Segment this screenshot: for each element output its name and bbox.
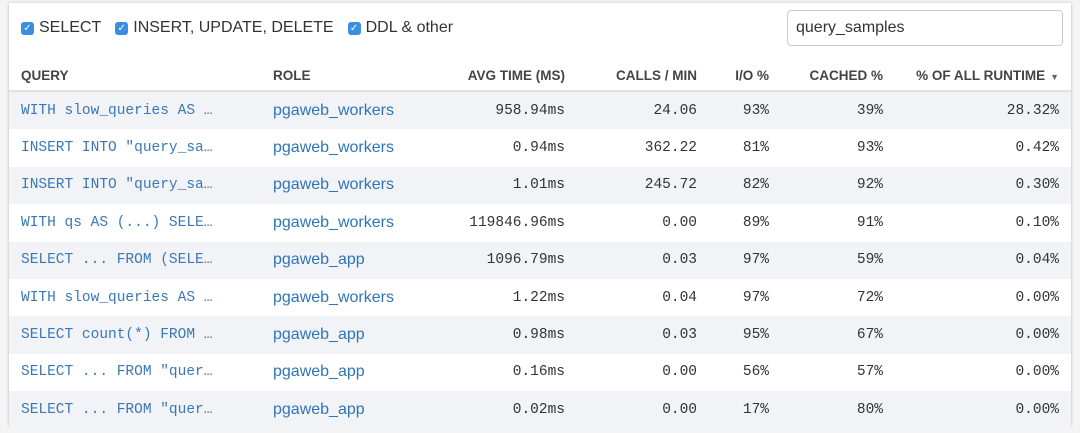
column-header-avg-time[interactable]: AVG TIME (MS) (423, 61, 565, 92)
query-link[interactable]: WITH qs AS (...) SELE… (21, 214, 213, 231)
role-link[interactable]: pgaweb_app (273, 363, 365, 381)
cached-cell: 59% (856, 252, 883, 269)
filter-label: SELECT (39, 19, 102, 36)
avg-time-cell: 0.94ms (512, 140, 565, 157)
query-link[interactable]: WITH slow_queries AS … (21, 102, 213, 119)
table-row: SELECT ... FROM "quer… pgaweb_app 0.02ms… (9, 391, 1071, 429)
calls-per-min-cell: 0.03 (662, 327, 697, 344)
io-cell: 89% (742, 214, 769, 231)
role-link[interactable]: pgaweb_app (273, 326, 365, 344)
runtime-cell: 0.04% (1015, 252, 1059, 269)
column-header-runtime-label: % OF ALL RUNTIME (916, 68, 1046, 83)
io-cell: 17% (742, 401, 769, 418)
table-row: WITH slow_queries AS … pgaweb_workers 1.… (9, 279, 1071, 316)
runtime-cell: 0.10% (1015, 214, 1059, 231)
calls-per-min-cell: 245.72 (644, 177, 697, 194)
io-cell: 82% (742, 177, 769, 194)
column-header-runtime[interactable]: % OF ALL RUNTIME ▼ (883, 61, 1071, 92)
filter-label: DDL & other (365, 19, 454, 36)
queries-table: QUERY ROLE AVG TIME (MS) CALLS / MIN I/O… (9, 61, 1071, 429)
calls-per-min-cell: 0.00 (662, 214, 697, 231)
avg-time-cell: 119846.96ms (469, 214, 565, 231)
avg-time-cell: 958.94ms (495, 102, 565, 119)
avg-time-cell: 0.02ms (512, 401, 565, 418)
role-link[interactable]: pgaweb_workers (273, 101, 394, 119)
runtime-cell: 28.32% (1006, 102, 1059, 119)
column-header-role[interactable]: ROLE (273, 61, 423, 92)
cached-cell: 72% (856, 289, 883, 306)
io-cell: 81% (742, 140, 769, 157)
checkbox-checked-icon[interactable]: ✓ (115, 21, 129, 35)
table-row: SELECT ... FROM (SELE… pgaweb_app 1096.7… (9, 241, 1071, 279)
calls-per-min-cell: 0.00 (662, 364, 697, 381)
avg-time-cell: 0.98ms (512, 327, 565, 344)
table-row: SELECT ... FROM "quer… pgaweb_app 0.16ms… (9, 354, 1071, 391)
query-link[interactable]: SELECT count(*) FROM … (21, 327, 213, 344)
search-input[interactable] (787, 10, 1063, 46)
cached-cell: 92% (856, 177, 883, 194)
table-header-row: QUERY ROLE AVG TIME (MS) CALLS / MIN I/O… (9, 61, 1071, 92)
filter-checkbox[interactable]: ✓ INSERT, UPDATE, DELETE (115, 19, 334, 37)
calls-per-min-cell: 24.06 (653, 102, 697, 119)
query-link[interactable]: INSERT INTO "query_sa… (21, 177, 213, 194)
query-link[interactable]: WITH slow_queries AS … (21, 289, 213, 306)
column-header-cached[interactable]: CACHED % (769, 61, 883, 92)
query-type-filters: ✓ SELECT ✓ INSERT, UPDATE, DELETE ✓ DDL & oth… (21, 19, 467, 37)
cached-cell: 80% (856, 401, 883, 418)
role-link[interactable]: pgaweb_workers (273, 176, 394, 194)
calls-per-min-cell: 0.03 (662, 252, 697, 269)
runtime-cell: 0.42% (1015, 140, 1059, 157)
runtime-cell: 0.00% (1015, 327, 1059, 344)
io-cell: 95% (742, 327, 769, 344)
table-row: INSERT INTO "query_sa… pgaweb_workers 1.… (9, 166, 1071, 205)
avg-time-cell: 0.16ms (512, 364, 565, 381)
avg-time-cell: 1096.79ms (486, 252, 565, 269)
calls-per-min-cell: 0.04 (662, 289, 697, 306)
role-link[interactable]: pgaweb_workers (273, 213, 394, 231)
avg-time-cell: 1.01ms (512, 177, 565, 194)
column-header-io[interactable]: I/O % (697, 61, 769, 92)
query-link[interactable]: INSERT INTO "query_sa… (21, 140, 213, 157)
column-header-query[interactable]: QUERY (9, 61, 273, 92)
calls-per-min-cell: 362.22 (644, 140, 697, 157)
io-cell: 56% (742, 364, 769, 381)
filter-checkbox[interactable]: ✓ DDL & other (347, 19, 454, 37)
role-link[interactable]: pgaweb_app (273, 400, 365, 418)
avg-time-cell: 1.22ms (512, 289, 565, 306)
cached-cell: 93% (856, 140, 883, 157)
filter-checkbox[interactable]: ✓ SELECT (21, 19, 101, 37)
filter-label: INSERT, UPDATE, DELETE (133, 19, 334, 36)
table-row: SELECT count(*) FROM … pgaweb_app 0.98ms… (9, 316, 1071, 354)
calls-per-min-cell: 0.00 (662, 401, 697, 418)
runtime-cell: 0.00% (1015, 364, 1059, 381)
cached-cell: 57% (856, 364, 883, 381)
io-cell: 97% (742, 252, 769, 269)
runtime-cell: 0.30% (1015, 177, 1059, 194)
cached-cell: 91% (856, 214, 883, 231)
checkbox-checked-icon[interactable]: ✓ (21, 21, 34, 35)
runtime-cell: 0.00% (1015, 401, 1059, 418)
role-link[interactable]: pgaweb_workers (273, 288, 394, 306)
table-row: WITH slow_queries AS … pgaweb_workers 95… (9, 91, 1071, 130)
query-link[interactable]: SELECT ... FROM "quer… (21, 401, 213, 418)
column-header-calls-per-min[interactable]: CALLS / MIN (565, 61, 697, 92)
table-row: INSERT INTO "query_sa… pgaweb_workers 0.… (9, 129, 1071, 166)
caret-down-icon: ▼ (1050, 72, 1059, 82)
query-link[interactable]: SELECT ... FROM (SELE… (21, 252, 213, 269)
role-link[interactable]: pgaweb_workers (273, 139, 394, 157)
query-stats-panel: ✓ SELECT ✓ INSERT, UPDATE, DELETE ✓ DDL & oth… (9, 2, 1071, 429)
role-link[interactable]: pgaweb_app (273, 251, 365, 269)
io-cell: 97% (742, 289, 769, 306)
query-link[interactable]: SELECT ... FROM "quer… (21, 364, 213, 381)
cached-cell: 67% (856, 327, 883, 344)
cached-cell: 39% (856, 102, 883, 119)
table-row: WITH qs AS (...) SELE… pgaweb_workers 11… (9, 204, 1071, 241)
io-cell: 93% (742, 102, 769, 119)
checkbox-checked-icon[interactable]: ✓ (347, 21, 361, 35)
runtime-cell: 0.00% (1015, 289, 1059, 306)
